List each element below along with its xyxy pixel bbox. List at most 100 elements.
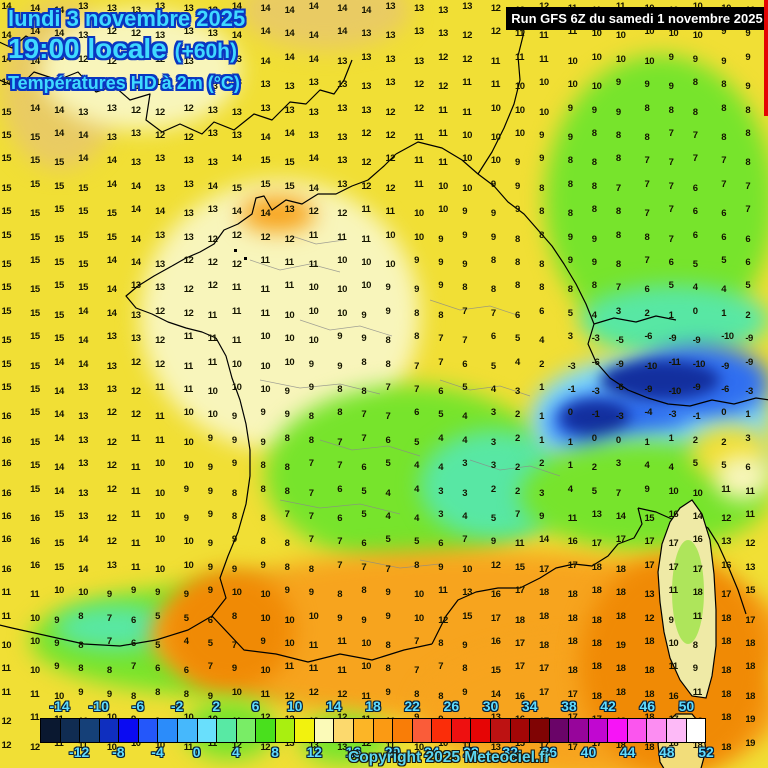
temperature-value: 10 [308, 610, 319, 622]
temperature-value: 12 [106, 26, 117, 38]
temperature-value: 14 [692, 511, 703, 522]
temperature-value: 15 [515, 561, 525, 573]
temperature-value: -1 [591, 409, 600, 421]
temperature-value: 11 [567, 26, 578, 38]
temperature-value: 6 [155, 663, 160, 675]
temperature-value: 8 [591, 180, 597, 192]
temperature-value: 13 [207, 157, 218, 169]
temperature-value: 16 [567, 536, 578, 548]
temperature-value: 14 [308, 53, 319, 65]
local-time: 19:00 locale [8, 33, 167, 64]
temperature-value: 10 [260, 331, 271, 343]
temperature-value: 13 [721, 536, 731, 548]
temperature-value: 8 [539, 206, 544, 218]
temperature-value: 10 [644, 26, 655, 38]
temperature-value: 18 [644, 712, 655, 724]
temperature-value: 18 [591, 638, 602, 649]
temperature-value: 18 [539, 587, 549, 599]
temperature-value: 4 [462, 434, 468, 446]
temperature-value: 11 [414, 178, 424, 190]
temperature-value: 11 [131, 485, 141, 497]
temperature-value: 6 [337, 513, 343, 524]
temperature-value: 4 [490, 384, 496, 395]
temperature-value: 9 [591, 104, 597, 116]
temperature-value: 3 [438, 509, 443, 520]
temperature-value: -3 [591, 333, 600, 345]
temperature-value: 9 [231, 563, 237, 575]
temperature-value: 9 [308, 358, 314, 370]
temperature-value: 8 [337, 407, 343, 419]
temperature-value: 13 [78, 382, 88, 393]
temperature-value: 6 [361, 538, 367, 550]
temperature-value: 12 [207, 257, 218, 268]
atlantic-coast [211, 337, 251, 617]
temperature-value: 0 [721, 407, 727, 419]
temperature-value: 15 [78, 229, 88, 241]
temperature-value: 16 [30, 513, 40, 524]
temperature-value: 12 [155, 53, 165, 65]
temperature-value: 9 [131, 585, 136, 597]
brittany-coast [125, 265, 217, 339]
temperature-value: 10 [615, 30, 626, 42]
temperature-value: 11 [284, 257, 295, 268]
temperature-value: 7 [644, 155, 650, 167]
temperature-value: 10 [591, 51, 602, 63]
temperature-value: 13 [78, 77, 88, 89]
temperature-value: 17 [567, 741, 578, 753]
temperature-value: 14 [78, 358, 88, 370]
temperature-value: 15 [30, 208, 40, 220]
temperature-value: 13 [207, 28, 218, 40]
temperature-value: 13 [438, 5, 448, 16]
temperature-value: 2 [539, 458, 544, 470]
temperature-value: 15 [30, 331, 40, 343]
temperature-value: 8 [745, 104, 751, 116]
temperature-value: 11 [183, 741, 194, 753]
temperature-value: 9 [438, 714, 443, 726]
temperature-value: 10 [260, 665, 271, 677]
temperature-value: 10 [591, 28, 602, 40]
temperature-value: 18 [721, 741, 731, 753]
temperature-value: 14 [54, 462, 64, 474]
temperature-value: 18 [721, 688, 731, 700]
temperature-value: 17 [539, 716, 549, 728]
temperature-value: 15 [30, 360, 40, 372]
temperature-value: 9 [567, 255, 573, 266]
temperature-value: 11 [539, 53, 549, 65]
temperature-value: 12 [30, 741, 40, 753]
temperature-value: 15 [490, 665, 501, 677]
temperature-value: 13 [591, 509, 602, 520]
temperature-value: 13 [106, 3, 117, 14]
temperature-value: 4 [385, 487, 391, 499]
temperature-value: 10 [284, 333, 295, 345]
temperature-value: 18 [591, 690, 602, 702]
temperature-value: 14 [337, 26, 347, 38]
temperature-value: 13 [207, 51, 218, 63]
temperature-value: 10 [183, 536, 194, 548]
temperature-value: 15 [644, 513, 655, 524]
temperature-value: 8 [385, 335, 391, 347]
temperature-value: 9 [462, 259, 468, 270]
temperature-value: 2 [745, 309, 751, 321]
temperature-value: 12 [438, 81, 448, 93]
temperature-value: 10 [106, 741, 117, 753]
temperature-value: 18 [745, 690, 755, 702]
temperature-value: 14 [361, 5, 371, 16]
temperature-value: 12 [721, 513, 731, 524]
temperature-value: 6 [490, 331, 496, 343]
temperature-value: 18 [591, 561, 602, 573]
temperature-value: 1 [567, 436, 573, 448]
temperature-value: 17 [490, 612, 501, 624]
temperature-value: 12 [207, 280, 218, 292]
temperature-value: 14 [30, 79, 40, 91]
temperature-value: 13 [207, 81, 218, 93]
temperature-value: 9 [54, 638, 59, 649]
temperature-value: 12 [131, 104, 141, 116]
temperature-value: 5 [155, 640, 160, 651]
temperature-value: 4 [414, 460, 419, 472]
temperature-value: 13 [207, 204, 218, 216]
temperature-value: 19 [745, 714, 755, 726]
temperature-value: 7 [337, 536, 343, 548]
temperature-value: 13 [54, 51, 64, 63]
temperature-value: 10 [337, 307, 347, 319]
temperature-value: 15 [78, 259, 88, 270]
